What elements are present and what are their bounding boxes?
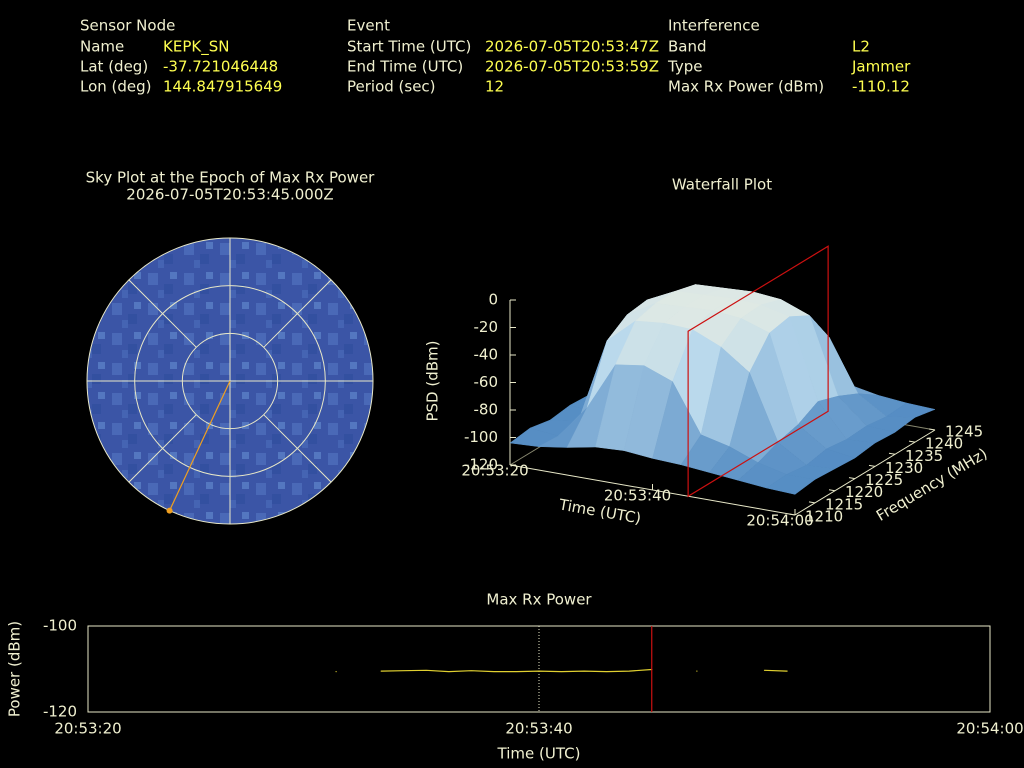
field-label: Period (sec) [347,78,436,96]
x-tick-label: 20:53:40 [505,720,572,738]
plot-frame [87,625,991,713]
field-value: 144.847915649 [163,78,282,96]
x-axis-label: Time (UTC) [497,745,581,763]
chart-subtitle: 2026-07-05T20:53:45.000Z [126,186,333,204]
y-tick [888,452,896,455]
y-tick [908,440,916,443]
field-label: Lat (deg) [80,58,148,76]
x-tick-label: 20:53:40 [604,487,671,505]
z-tick-label: -100 [464,428,498,446]
y-axis-label: Power (dBm) [6,621,24,717]
section-title: Interference [668,17,760,35]
field-label: Lon (deg) [80,78,152,96]
chart-title: Sky Plot at the Epoch of Max Rx Power [86,169,376,187]
field-label: Type [667,58,702,76]
z-tick-label: -120 [464,456,498,474]
y-tick-label: 1210 [805,508,843,526]
y-tick-label: 1230 [885,459,923,477]
satellite-point [166,507,173,514]
y-tick-label: 1245 [945,423,983,441]
field-value: -110.12 [852,78,910,96]
section-title: Event [347,17,390,35]
x-tick-label: 20:53:20 [54,720,121,738]
z-tick-label: -20 [474,318,499,336]
y-tick-label: 1215 [825,495,863,513]
y-tick-label: -120 [43,703,77,721]
z-axis-label: PSD (dBm) [424,340,442,421]
y-tick [808,501,816,504]
x-tick-label: 20:54:00 [956,720,1023,738]
chart-title: Waterfall Plot [672,176,772,194]
y-tick [928,428,936,431]
field-label: Max Rx Power (dBm) [668,78,824,96]
field-label: End Time (UTC) [347,58,463,76]
y-tick [868,464,876,467]
epoch-plane [687,245,829,498]
z-tick-label: -80 [474,401,499,419]
field-value: 12 [485,78,504,96]
satellite-ray [169,380,231,511]
y-tick [788,513,796,516]
y-tick [828,489,836,492]
y-tick-label: 1225 [865,471,903,489]
y-tick-label: 1235 [905,447,943,465]
spoke [128,279,197,348]
power-line [335,668,788,673]
surface-cell [765,474,816,495]
z-tick-label: 0 [488,291,498,309]
y-tick-label: 1220 [845,483,883,501]
field-value: KEPK_SN [163,38,229,57]
x-tick-label: 20:53:20 [461,462,528,480]
spoke [263,279,332,348]
field-value: Jammer [851,58,911,76]
field-value: L2 [852,38,870,56]
frequency-axis [794,429,936,516]
section-title: Sensor Node [80,17,175,35]
y-tick-label: -100 [43,617,77,635]
field-value: 2026-07-05T20:53:47Z [485,38,659,56]
z-tick-label: -60 [474,373,499,391]
z-tick-label: -40 [474,346,499,364]
field-label: Name [80,38,124,56]
y-tick-label: 1240 [925,435,963,453]
x-tick-label: 20:54:00 [746,512,813,530]
field-label: Start Time (UTC) [347,38,471,56]
spoke [128,414,197,483]
field-value: 2026-07-05T20:53:59Z [485,58,659,76]
y-tick [848,477,856,480]
field-value: -37.721046448 [163,58,278,76]
spoke [263,414,332,483]
field-label: Band [668,38,707,56]
chart-title: Max Rx Power [486,591,592,609]
